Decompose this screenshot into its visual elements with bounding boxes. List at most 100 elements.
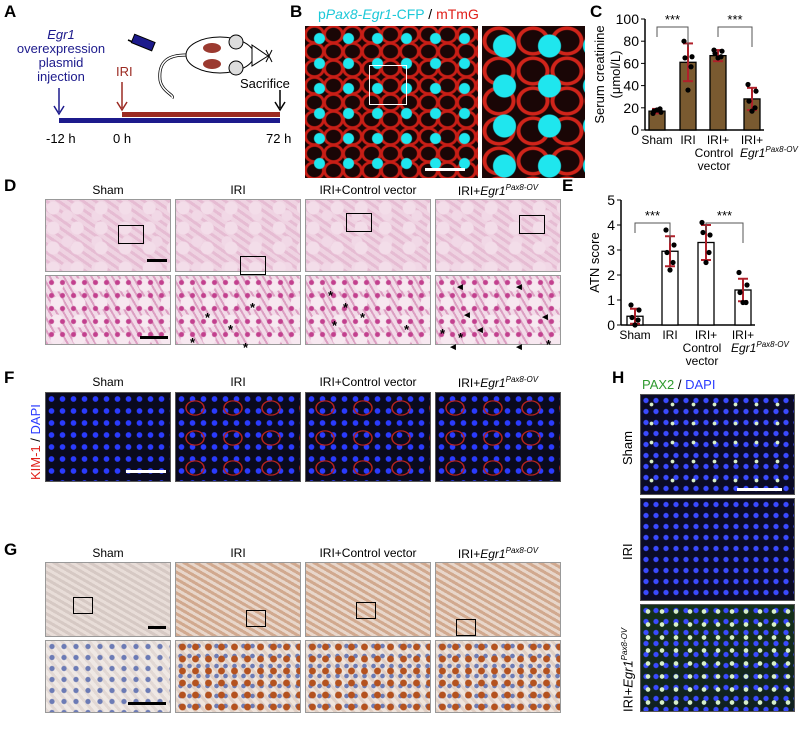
- ihc-detail-egr1: [435, 640, 561, 713]
- x-tick-label: IRI: [662, 328, 677, 342]
- zoom-box: [118, 225, 144, 244]
- ihc-detail-iri: [175, 640, 301, 713]
- label-part: KIM-1: [28, 445, 43, 480]
- scale-bar: [425, 168, 465, 171]
- zoom-box: [73, 597, 93, 614]
- data-point: [737, 289, 743, 296]
- significance-bracket: [717, 26, 753, 47]
- ihc-detail-control: [305, 640, 431, 713]
- panel-b-title: pPax8-Egr1-CFP / mTmG: [318, 6, 479, 22]
- data-point: [736, 269, 742, 276]
- injection-line: injection: [37, 69, 85, 84]
- timeline-diagram: [53, 33, 286, 123]
- label-part: Egr1: [480, 184, 506, 198]
- data-point: [635, 317, 641, 323]
- data-point: [670, 259, 676, 266]
- iri-label: IRI: [116, 64, 133, 79]
- label-part: Egr1: [620, 660, 636, 688]
- column-label: IRI+Egr1Pax8-OV: [435, 546, 561, 561]
- data-point: [671, 242, 677, 248]
- label-part: Pax8-OV: [505, 375, 539, 384]
- ihc-overview-iri: [175, 562, 301, 637]
- panel-label-a: A: [4, 2, 17, 21]
- label-part: Egr1: [731, 341, 756, 355]
- zoom-box: [456, 619, 476, 636]
- x-tick-label: Egr1Pax8-OV: [740, 145, 798, 160]
- title-part: PAX2: [642, 377, 675, 392]
- scale-bar: [126, 470, 166, 473]
- y-tick-label: 100: [616, 11, 640, 27]
- column-label: Sham: [92, 546, 124, 560]
- label-part: Egr1: [740, 146, 765, 160]
- lesion-asterisk: *: [250, 300, 256, 315]
- data-point: [667, 267, 673, 273]
- ihc-overview-control: [305, 562, 431, 637]
- panel-label-b: B: [290, 2, 303, 21]
- label-part: IRI+: [457, 547, 481, 561]
- label-part: DAPI: [28, 404, 43, 435]
- lesion-asterisk: *: [243, 340, 249, 355]
- label-part: Egr1: [480, 376, 506, 390]
- y-tick-label: 2: [607, 267, 615, 283]
- data-point: [753, 88, 759, 94]
- he-detail-control: [305, 275, 431, 345]
- arrow-marker: ◄: [514, 342, 524, 353]
- data-point: [707, 232, 713, 238]
- panel-label-e: E: [562, 176, 574, 195]
- data-point: [703, 259, 709, 266]
- column-label: Sham: [92, 375, 124, 389]
- he-detail-sham: [45, 275, 171, 345]
- panel-label-c: C: [590, 2, 603, 21]
- lesion-asterisk: *: [404, 322, 410, 337]
- label-part: Pax8-OV: [505, 546, 539, 555]
- label-line: (μmol/L): [608, 51, 623, 99]
- row-label-iri: IRI: [620, 543, 635, 560]
- lesion-asterisk: *: [440, 326, 446, 341]
- data-point: [752, 105, 758, 111]
- ihc-overview-sham: [45, 562, 171, 637]
- label-part: Egr1: [480, 547, 506, 561]
- y-tick-label: 5: [607, 192, 615, 208]
- injection-bar: [59, 118, 280, 123]
- title-part: -CFP: [391, 6, 425, 22]
- column-label: IRI+Egr1Pax8-OV: [435, 375, 561, 390]
- significance-label: ***: [665, 12, 680, 27]
- lesion-asterisk: *: [343, 300, 349, 315]
- data-point: [745, 81, 751, 88]
- y-tick-label: 0: [631, 122, 639, 138]
- panel-h-title: PAX2 / DAPI: [642, 377, 715, 392]
- x-tick-label: vector: [686, 354, 719, 368]
- data-point: [682, 55, 688, 61]
- column-label: IRI: [230, 546, 246, 560]
- he-overview-egr1: [435, 199, 561, 272]
- title-part: Pax8: [325, 6, 358, 22]
- data-point: [632, 322, 638, 328]
- significance-label: ***: [717, 208, 732, 223]
- lesion-asterisk: *: [328, 288, 334, 303]
- arrow-marker: ◄: [448, 342, 458, 353]
- y-axis-label: Serum creatinine(μmol/L): [592, 25, 623, 123]
- title-part: /: [424, 6, 437, 22]
- scale-bar: [737, 488, 782, 491]
- significance-label: ***: [727, 12, 742, 27]
- data-point: [628, 302, 634, 308]
- injection-text: Egr1 overexpression plasmid injection: [5, 28, 117, 84]
- title-part: -: [357, 6, 363, 22]
- panel-label-d: D: [4, 176, 17, 195]
- lesion-asterisk: *: [190, 335, 196, 350]
- label-part: IRI+: [457, 376, 481, 390]
- label-part: Pax8-OV: [505, 183, 539, 192]
- panel-label-f: F: [4, 368, 15, 387]
- tick-label: 0 h: [113, 131, 132, 146]
- injection-line: overexpression: [16, 41, 106, 56]
- data-point: [685, 87, 691, 93]
- y-tick-label: 60: [623, 55, 639, 71]
- panel-f-ylabel: KIM-1 / DAPI: [28, 404, 43, 480]
- he-detail-iri: [175, 275, 301, 345]
- y-tick-label: 3: [607, 242, 615, 258]
- x-tick-label: IRI+: [732, 328, 754, 342]
- kim1-image-sham: [45, 392, 171, 482]
- label-part: IRI+: [457, 184, 481, 198]
- data-point: [681, 38, 687, 44]
